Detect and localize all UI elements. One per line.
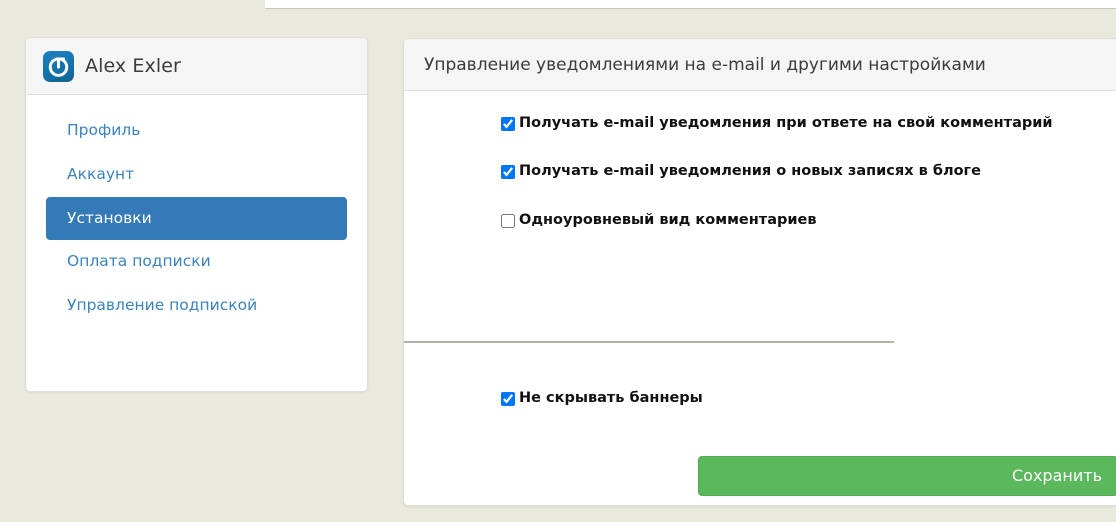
sidebar-user-header: Alex Exler <box>26 38 367 95</box>
option-row: Получать e-mail уведомления при ответе н… <box>501 115 1116 132</box>
sidebar-item-settings[interactable]: Установки <box>46 196 347 241</box>
option-label[interactable]: Получать e-mail уведомления о новых запи… <box>519 163 981 180</box>
sidebar-card: Alex Exler Профиль Аккаунт Установки Опл… <box>25 37 368 392</box>
checkbox-show-banners[interactable] <box>501 392 515 406</box>
panel-body: Получать e-mail уведомления при ответе н… <box>404 91 1116 505</box>
notification-options-group: Получать e-mail уведомления при ответе н… <box>404 91 1116 229</box>
option-label[interactable]: Получать e-mail уведомления при ответе н… <box>519 115 1053 131</box>
checkbox-new-posts-notifications[interactable] <box>501 165 515 180</box>
sidebar-item-payment[interactable]: Оплата подписки <box>67 252 211 271</box>
option-row: Одноуровневый вид комментариев <box>501 212 1116 229</box>
option-row: Не скрывать баннеры <box>501 390 703 407</box>
settings-panel: Управление уведомлениями на e-mail и дру… <box>403 38 1116 506</box>
save-button[interactable]: Сохранить <box>698 456 1116 496</box>
checkbox-reply-notifications[interactable] <box>501 117 515 131</box>
page-top-bar <box>265 0 1116 9</box>
sidebar-item-account[interactable]: Аккаунт <box>67 164 135 183</box>
page-title: Управление уведомлениями на e-mail и дру… <box>424 54 986 75</box>
option-row: Получать e-mail уведомления о новых запи… <box>501 163 1116 180</box>
sidebar-nav: Профиль Аккаунт Установки Оплата подписк… <box>26 95 367 338</box>
sidebar-item-profile[interactable]: Профиль <box>67 121 141 139</box>
checkbox-flat-comments-view[interactable] <box>501 213 515 228</box>
banner-options-group: Не скрывать баннеры <box>501 390 703 407</box>
panel-header: Управление уведомлениями на e-mail и дру… <box>404 39 1116 91</box>
option-label[interactable]: Не скрывать баннеры <box>519 390 703 406</box>
sidebar-item-subscription[interactable]: Управление подпиской <box>67 296 258 315</box>
option-label[interactable]: Одноуровневый вид комментариев <box>519 211 817 228</box>
power-circle-icon <box>43 50 74 82</box>
user-name: Alex Exler <box>85 55 181 77</box>
section-divider <box>404 341 894 343</box>
